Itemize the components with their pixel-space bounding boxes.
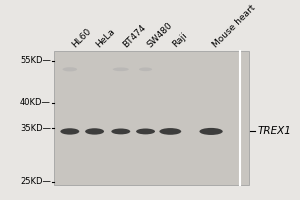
Text: HeLa: HeLa xyxy=(94,27,117,49)
Ellipse shape xyxy=(200,128,223,135)
Ellipse shape xyxy=(111,128,130,134)
Text: 25KD—: 25KD— xyxy=(20,177,51,186)
Ellipse shape xyxy=(113,67,129,71)
Ellipse shape xyxy=(159,128,181,135)
Text: HL60: HL60 xyxy=(70,26,93,49)
FancyBboxPatch shape xyxy=(54,51,249,185)
Text: TREX1: TREX1 xyxy=(258,126,292,136)
Ellipse shape xyxy=(85,128,104,135)
Text: 55KD—: 55KD— xyxy=(20,56,51,65)
Text: SW480: SW480 xyxy=(146,20,174,49)
Ellipse shape xyxy=(136,128,155,134)
Text: 40KD—: 40KD— xyxy=(20,98,51,107)
Ellipse shape xyxy=(63,67,77,71)
Text: 35KD—: 35KD— xyxy=(20,124,51,133)
Text: Mouse heart: Mouse heart xyxy=(211,3,257,49)
Ellipse shape xyxy=(60,128,79,135)
Text: Raji: Raji xyxy=(170,31,188,49)
Text: BT474: BT474 xyxy=(121,23,147,49)
Ellipse shape xyxy=(139,67,152,71)
